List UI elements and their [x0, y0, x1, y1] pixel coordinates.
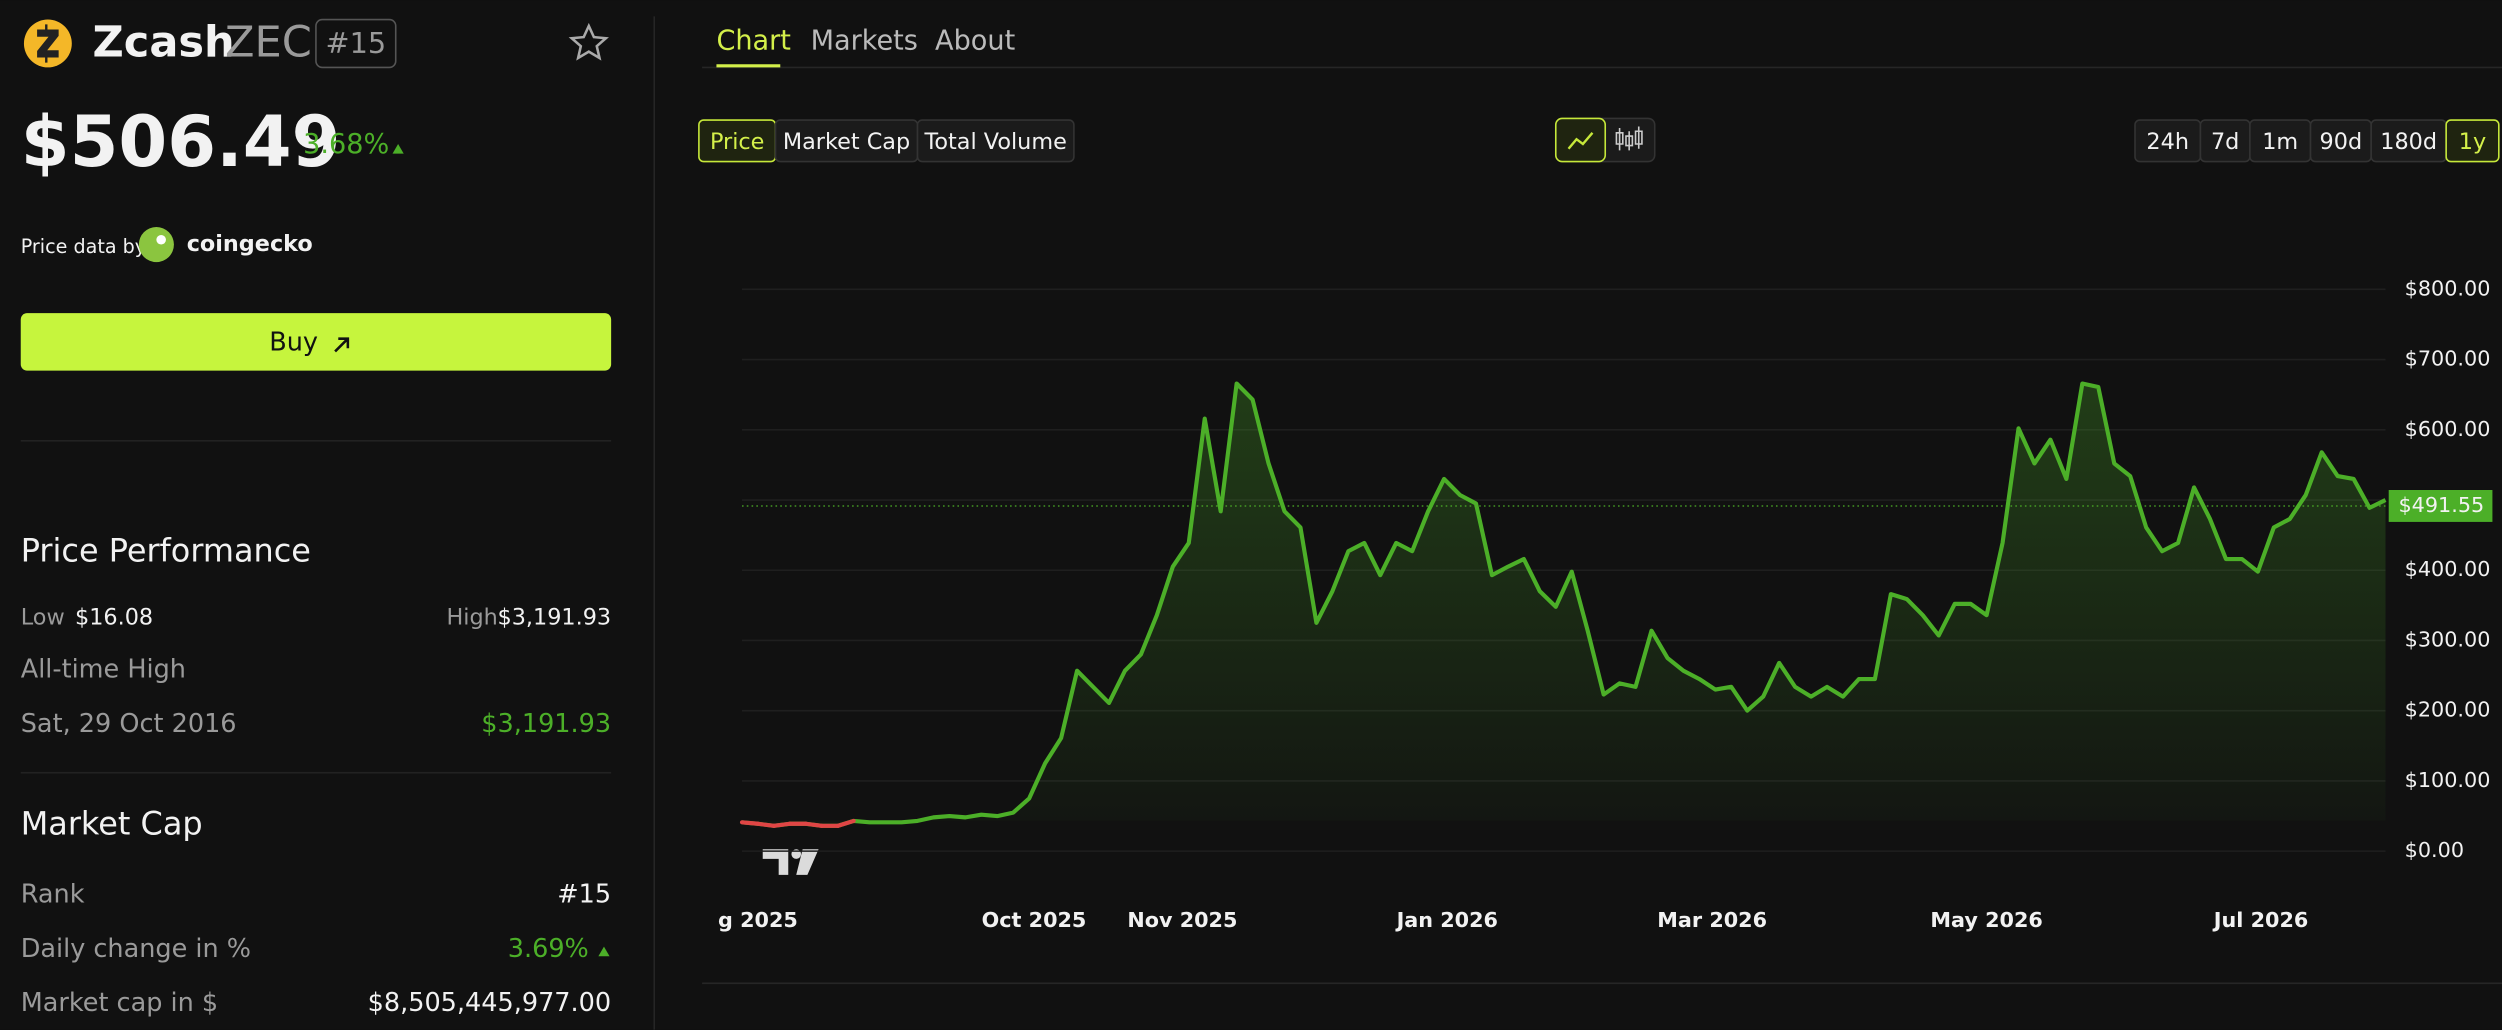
coin-name: Zcash — [93, 18, 235, 68]
x-tick-label: g 2025 — [718, 908, 798, 932]
metric-label[interactable]: Market Cap — [783, 129, 910, 155]
down-segment — [771, 821, 792, 828]
down-segment — [755, 821, 776, 828]
buy-button[interactable] — [20, 313, 612, 371]
y-tick-label: $200.00 — [2405, 698, 2491, 722]
x-tick-label: Mar 2026 — [1657, 908, 1767, 932]
price-change: 3.68% — [303, 129, 389, 160]
last-price-label: $491.55 — [2398, 493, 2484, 517]
area — [741, 383, 2386, 826]
provider-logo — [138, 226, 174, 263]
range-button[interactable] — [2445, 119, 2500, 163]
low-value: $16.08 — [75, 604, 153, 630]
range-label[interactable]: 180d — [2380, 129, 2437, 155]
row-value: $8,505,445,977.00 — [368, 988, 611, 1018]
tab[interactable]: Markets — [811, 25, 918, 56]
provider-logo-eye — [156, 234, 166, 245]
low-label: Low — [21, 604, 65, 630]
rank-text: #15 — [326, 26, 387, 60]
high-label: High — [447, 604, 498, 630]
row-value: 3.69% — [508, 934, 589, 964]
coin-logo-glyph — [37, 24, 59, 63]
row-label: Rank — [21, 880, 85, 910]
metric-label[interactable]: Total Volume — [924, 129, 1067, 155]
range-label[interactable]: 1y — [2459, 129, 2486, 155]
range-label[interactable]: 24h — [2146, 129, 2189, 155]
up-arrow — [598, 946, 610, 957]
x-tick-label: Jan 2026 — [1395, 908, 1498, 932]
metric-label[interactable]: Price — [710, 129, 764, 155]
down-segment — [739, 820, 761, 826]
metric-button[interactable] — [916, 119, 1075, 163]
ath-date: Sat, 29 Oct 2016 — [21, 709, 237, 739]
ath-value: $3,191.93 — [481, 709, 611, 739]
y-tick-label: $800.00 — [2405, 276, 2491, 300]
y-tick-label: $600.00 — [2405, 417, 2491, 441]
line-style-button[interactable] — [1554, 117, 1607, 163]
y-tick-label: $400.00 — [2405, 557, 2491, 581]
range-label[interactable]: 90d — [2320, 129, 2363, 155]
coin-symbol: ZEC — [225, 18, 312, 68]
tab[interactable]: Chart — [716, 25, 791, 56]
range-label[interactable]: 7d — [2211, 129, 2239, 155]
x-tick-label: Nov 2025 — [1127, 908, 1237, 932]
y-tick-label: $700.00 — [2405, 347, 2491, 371]
watchlist-star[interactable] — [568, 22, 609, 61]
y-tick-label: $0.00 — [2405, 838, 2464, 862]
provider-name: coingecko — [187, 231, 313, 257]
y-tick-label: $300.00 — [2405, 627, 2491, 651]
high-value: $3,191.93 — [497, 604, 611, 630]
down-segment — [835, 818, 856, 828]
range-label[interactable]: 1m — [2262, 129, 2298, 155]
tab[interactable]: About — [935, 25, 1015, 56]
row-label: Market cap in $ — [21, 988, 218, 1018]
x-tick-label: May 2026 — [1930, 908, 2042, 932]
candle-style-button[interactable] — [1615, 126, 1643, 151]
section-title: Price Performance — [21, 531, 311, 569]
up-arrow — [392, 144, 404, 154]
last-price-tag — [2388, 489, 2493, 522]
y-tick-label: $100.00 — [2405, 768, 2491, 792]
price-data-by: Price data by — [21, 235, 146, 258]
line-icon — [1567, 132, 1594, 150]
down-segment — [803, 821, 824, 828]
row-label: Daily change in % — [21, 934, 251, 964]
rank-badge — [315, 18, 397, 69]
section-title: Market Cap — [21, 804, 203, 842]
x-tick-label: Jul 2026 — [2212, 908, 2309, 932]
row-value: #15 — [557, 880, 611, 910]
price: $506.49 — [21, 101, 341, 183]
price-line — [741, 381, 2387, 828]
ath-label: All-time High — [21, 655, 186, 685]
buy-label[interactable]: Buy — [269, 327, 318, 357]
x-tick-label: Oct 2025 — [982, 908, 1087, 932]
buy-arrow — [334, 337, 350, 353]
